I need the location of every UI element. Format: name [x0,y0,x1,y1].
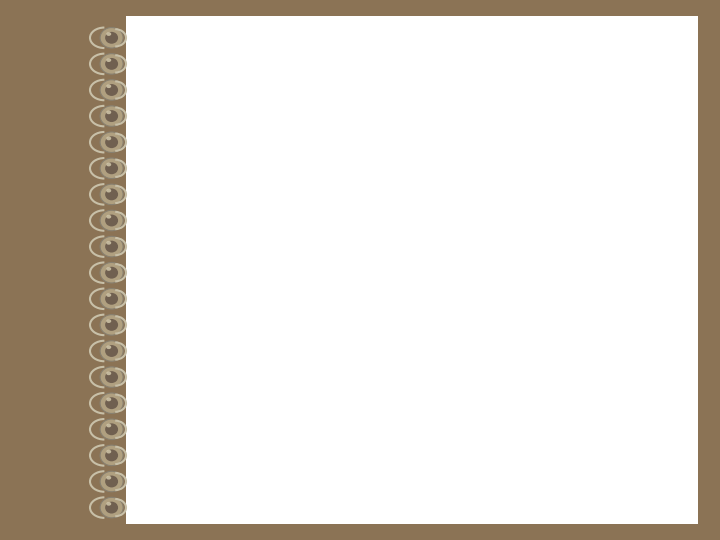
Text: $C = \varepsilon \cdot \dfrac{A}{d}$: $C = \varepsilon \cdot \dfrac{A}{d}$ [164,186,294,252]
Text: • decrease d: • decrease d [421,370,541,388]
Text: Do problem 1a or 2a & 2b: Do problem 1a or 2a & 2b [207,426,489,444]
Text: Parallel Plate Capacitance: Parallel Plate Capacitance [306,210,593,229]
Text: 20: 20 [670,499,687,513]
Text: • increase A: • increase A [421,299,536,317]
Text: To get large C: To get large C [156,334,308,353]
Text: Medan Elektromagnetik. Sukiswo: Medan Elektromagnetik. Sukiswo [244,500,452,512]
Text: This is how
electrolytics
increase C: This is how electrolytics increase C [588,320,672,367]
Text: CAPACITANCE - parallel plate capacitor: CAPACITANCE - parallel plate capacitor [214,52,640,71]
FancyArrow shape [320,328,408,359]
Text: • increase ε: • increase ε [421,335,532,353]
